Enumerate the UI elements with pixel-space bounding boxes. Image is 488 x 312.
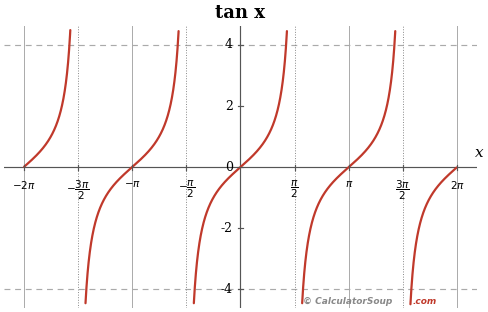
Text: 2: 2 — [225, 100, 233, 113]
Text: $-2\pi$: $-2\pi$ — [12, 179, 36, 191]
Text: x: x — [475, 146, 484, 160]
Text: $-\dfrac{\pi}{2}$: $-\dfrac{\pi}{2}$ — [178, 179, 195, 200]
Text: $-\pi$: $-\pi$ — [123, 179, 141, 189]
Text: © CalculatorSoup: © CalculatorSoup — [303, 297, 392, 306]
Title: tan x: tan x — [215, 4, 265, 22]
Text: $-\dfrac{3\pi}{2}$: $-\dfrac{3\pi}{2}$ — [66, 179, 90, 202]
Text: 0: 0 — [225, 161, 233, 174]
Text: $\dfrac{3\pi}{2}$: $\dfrac{3\pi}{2}$ — [395, 179, 410, 202]
Text: 4: 4 — [225, 38, 233, 51]
Text: -4: -4 — [221, 283, 233, 296]
Text: $\dfrac{\pi}{2}$: $\dfrac{\pi}{2}$ — [290, 179, 299, 200]
Text: $\pi$: $\pi$ — [345, 179, 353, 189]
Text: .com: .com — [412, 297, 437, 306]
Text: -2: -2 — [221, 222, 233, 235]
Text: $2\pi$: $2\pi$ — [449, 179, 465, 191]
